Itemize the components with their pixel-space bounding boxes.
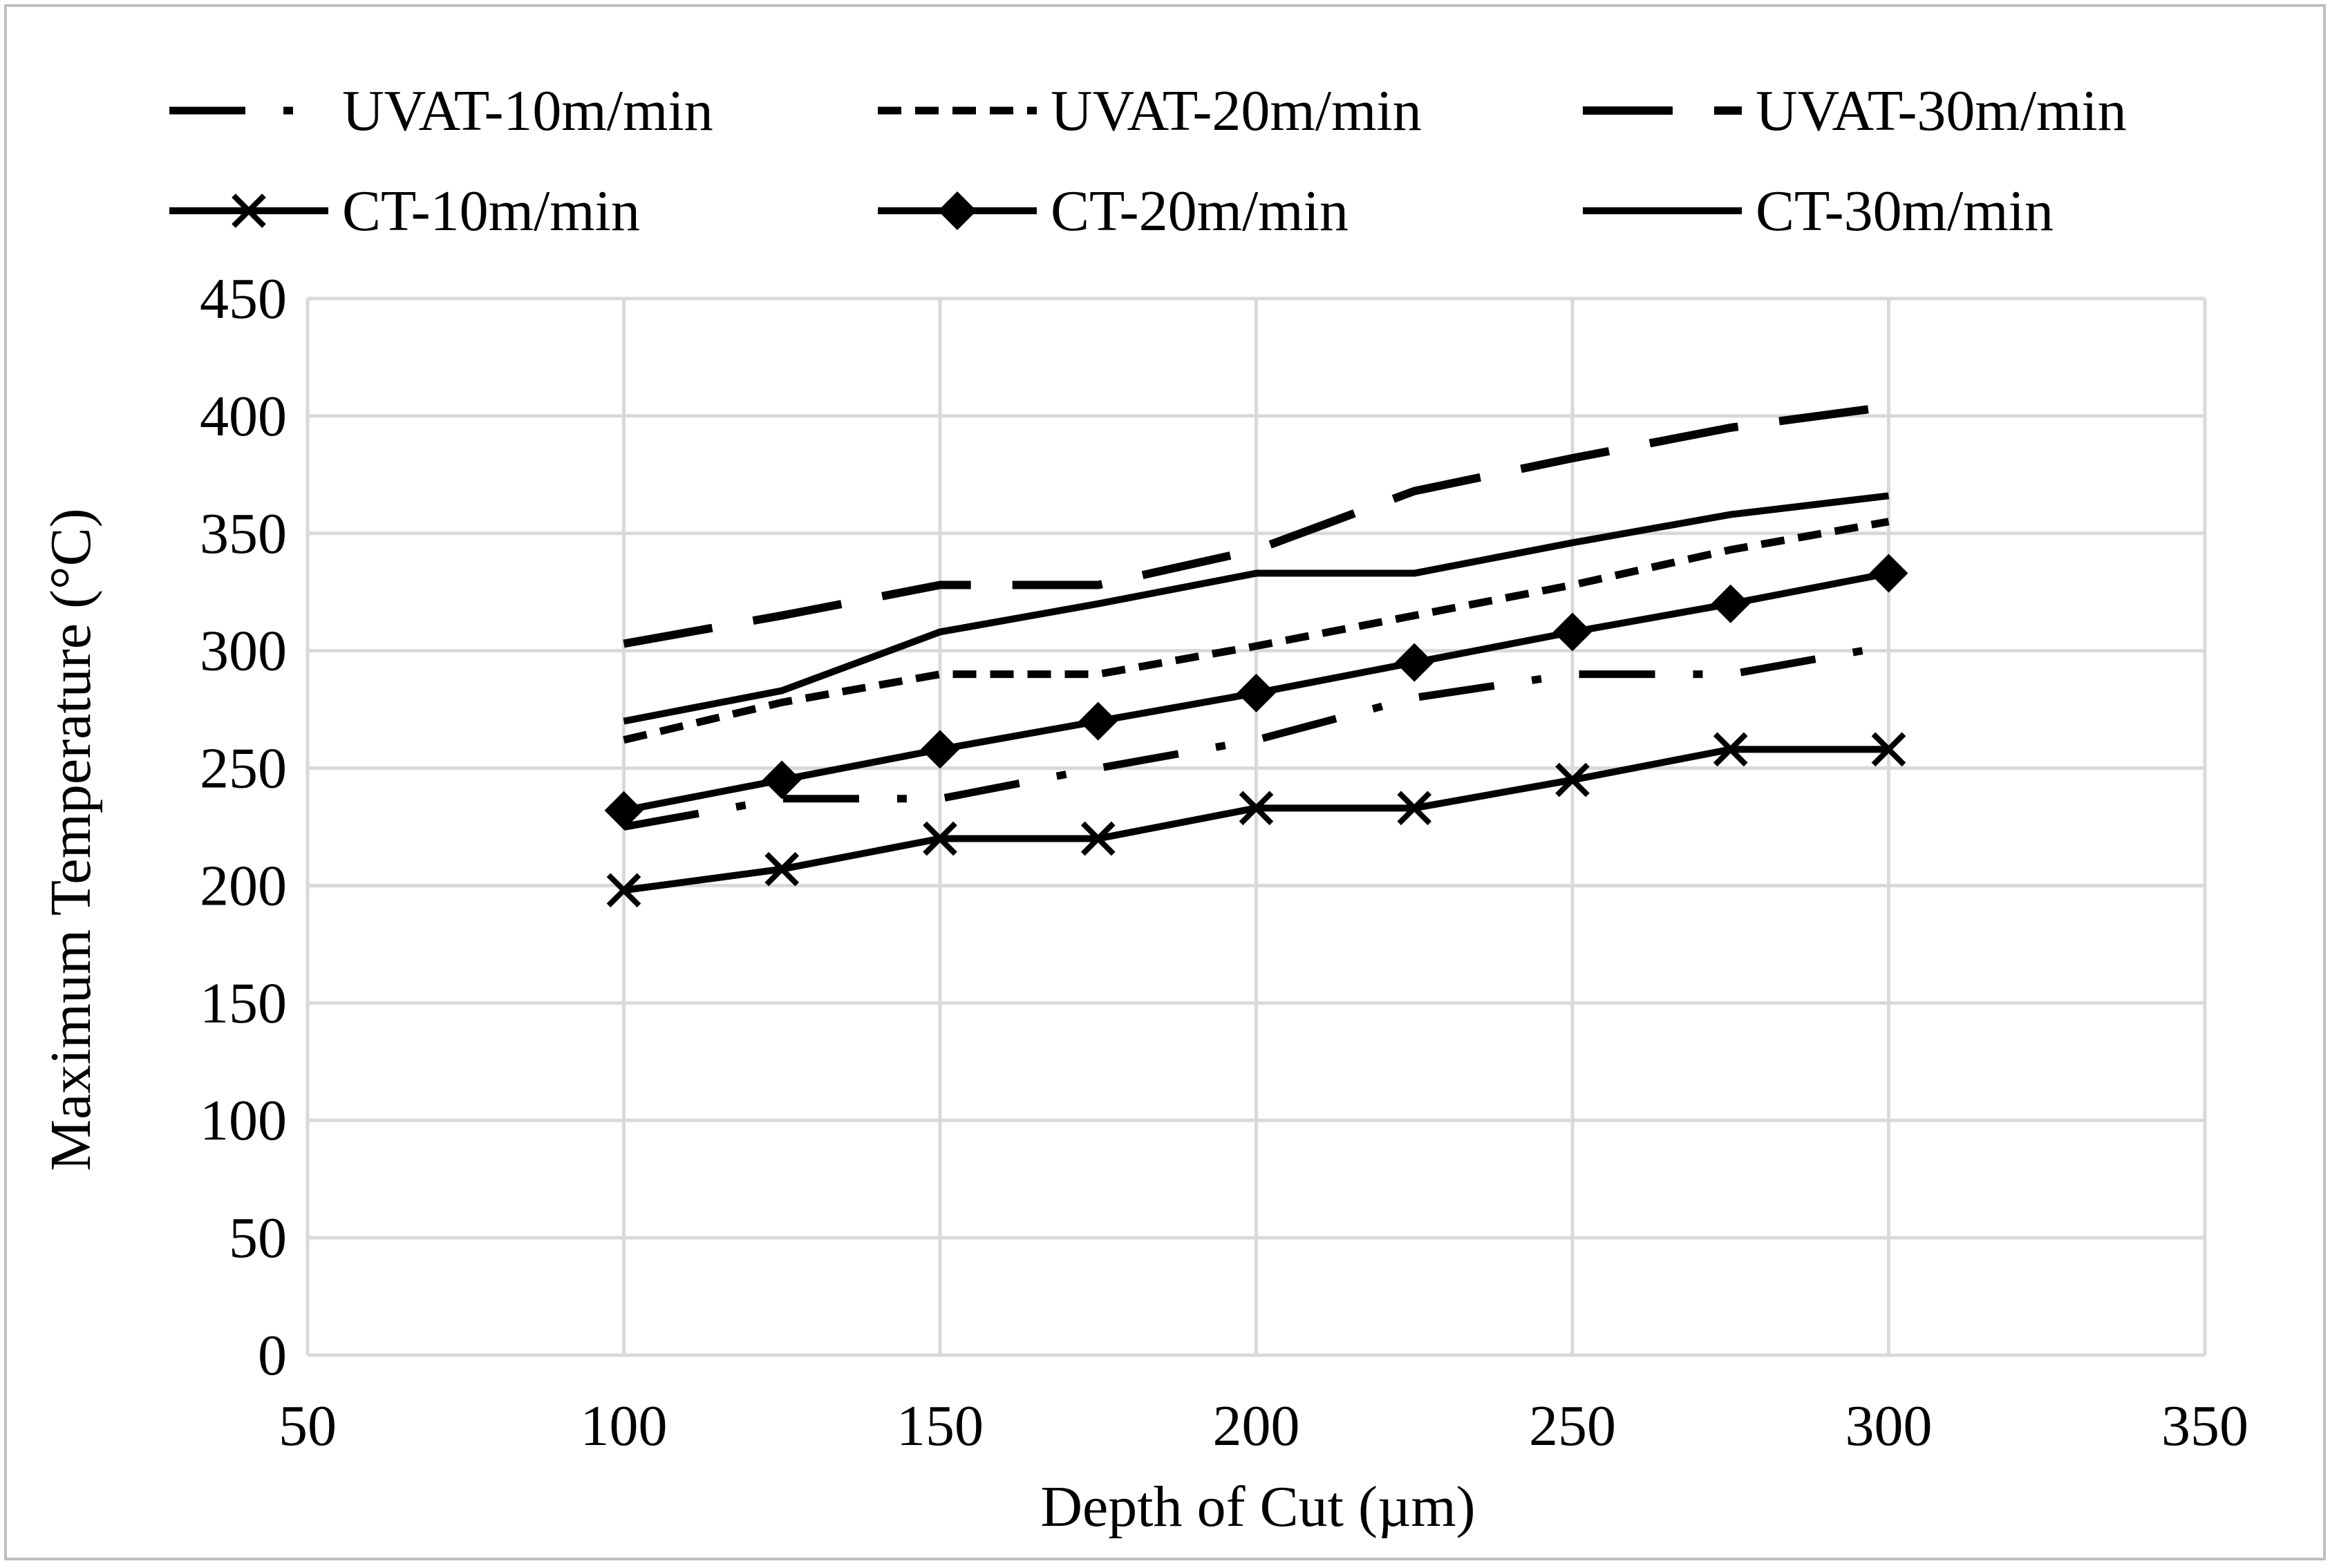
series-uvat-20m-min xyxy=(623,518,1890,744)
legend-marker xyxy=(232,193,266,228)
y-tick-label: 450 xyxy=(200,267,287,331)
series-uvat-30m-min xyxy=(623,402,1890,648)
data-point xyxy=(923,821,957,856)
y-tick-label: 350 xyxy=(200,502,287,566)
legend-item: UVAT-20m/min xyxy=(878,79,1422,143)
legend: UVAT-10m/min UVAT-20m/min UVAT-30m/min CT-1… xyxy=(169,79,2127,243)
y-tick-label: 0 xyxy=(258,1323,287,1388)
data-point xyxy=(1080,821,1116,856)
legend-item: CT-20m/min xyxy=(878,179,1349,243)
data-point xyxy=(1871,732,1906,767)
data-point xyxy=(604,791,643,830)
y-axis-title: Maximum Temperature (°C) xyxy=(39,508,103,1171)
series-line xyxy=(623,492,1890,725)
series-line xyxy=(623,402,1890,648)
x-tick-label: 250 xyxy=(1529,1394,1616,1458)
y-tick-label: 50 xyxy=(229,1206,287,1270)
y-tick-label: 150 xyxy=(200,971,287,1035)
data-point xyxy=(1711,584,1750,623)
series-line xyxy=(623,642,1890,831)
y-tick-label: 250 xyxy=(200,737,287,801)
data-point xyxy=(921,730,959,769)
data-point xyxy=(606,873,641,908)
legend-item: UVAT-10m/min xyxy=(169,79,713,143)
data-point xyxy=(1239,791,1274,826)
series-ct-20m-min xyxy=(604,554,1908,830)
data-point xyxy=(1078,701,1118,741)
data-point xyxy=(1237,673,1276,712)
legend-label: CT-20m/min xyxy=(1051,179,1349,243)
series-line xyxy=(623,518,1890,744)
series-uvat-10m-min xyxy=(623,642,1890,831)
data-point xyxy=(1397,791,1432,826)
y-tick-label: 300 xyxy=(200,619,287,683)
legend-item: CT-30m/min xyxy=(1583,179,2054,243)
data-point xyxy=(762,760,802,800)
legend-label: CT-30m/min xyxy=(1756,179,2054,243)
data-point xyxy=(1395,643,1434,682)
legend-item: UVAT-30m/min xyxy=(1583,79,2127,143)
x-tick-label: 50 xyxy=(279,1394,337,1458)
legend-label: UVAT-10m/min xyxy=(342,79,713,143)
x-tick-label: 150 xyxy=(896,1394,984,1458)
y-tick-label: 400 xyxy=(200,384,287,448)
x-tick-label: 200 xyxy=(1213,1394,1300,1458)
data-point xyxy=(764,851,800,887)
legend-item: CT-10m/min xyxy=(169,179,640,243)
y-tick-label: 100 xyxy=(200,1088,287,1153)
data-point xyxy=(1553,612,1592,652)
chart-frame xyxy=(4,4,2326,1560)
legend-label: CT-10m/min xyxy=(342,179,640,243)
legend-label: UVAT-20m/min xyxy=(1051,79,1422,143)
y-tick-label: 200 xyxy=(200,853,287,918)
series-ct-10m-min xyxy=(606,732,1906,908)
x-tick-label: 300 xyxy=(1845,1394,1933,1458)
x-tick-label: 350 xyxy=(2161,1394,2248,1458)
data-point xyxy=(1713,732,1748,767)
legend-marker xyxy=(938,191,977,230)
data-point xyxy=(1555,762,1590,797)
x-axis-title: Depth of Cut (µm) xyxy=(1040,1475,1475,1539)
series-lines xyxy=(604,402,1908,908)
data-point xyxy=(1869,554,1908,593)
series-ct-30m-min xyxy=(623,492,1890,725)
x-tick-label: 100 xyxy=(581,1394,668,1458)
legend-label: UVAT-30m/min xyxy=(1756,79,2127,143)
